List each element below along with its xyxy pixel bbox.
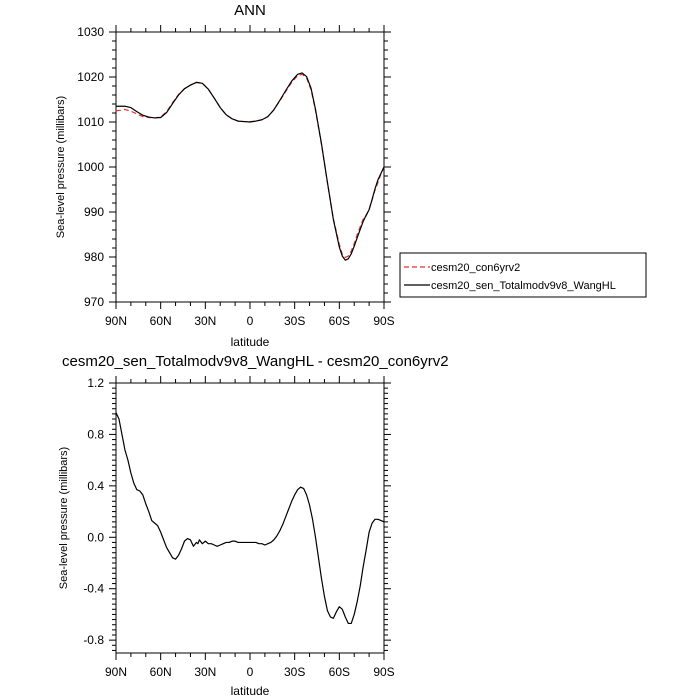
x-tick-label: 30N [194, 665, 216, 679]
top-series-lines [115, 72, 385, 261]
legend-label-series-1: cesm20_con6yrv2 [431, 262, 520, 274]
x-tick-label: 30S [284, 314, 305, 328]
top-plot-frame [115, 31, 385, 303]
x-tick-label: 90N [105, 665, 127, 679]
bottom-panel: cesm20_sen_Totalmodv9v8_WangHL - cesm20_… [58, 353, 449, 698]
y-tick-label: 1030 [77, 25, 104, 39]
bottom-x-tick-labels: 90N 60N 30N 0 30S 60S 90S [105, 665, 395, 679]
x-tick-label: 60S [329, 665, 350, 679]
legend-box [399, 252, 647, 298]
top-y-axis-label: Sea-level pressure (millibars) [55, 96, 67, 238]
bottom-panel-title: cesm20_sen_Totalmodv9v8_WangHL - cesm20_… [62, 353, 449, 370]
top-panel: ANN 90N 60N 30N 0 30S 60S 90S 970 980 990 1000 101… [55, 2, 395, 349]
top-x-axis-label: latitude [231, 335, 270, 349]
y-tick-label: 980 [84, 250, 104, 264]
x-tick-label: 30N [194, 314, 216, 328]
x-tick-label: 30S [284, 665, 305, 679]
series-line-2 [116, 72, 385, 261]
bottom-tick-marks [109, 376, 391, 660]
y-tick-label: 0.4 [87, 479, 104, 493]
y-tick-label: 0.8 [87, 427, 104, 441]
y-tick-label: 990 [84, 205, 104, 219]
x-tick-label: 0 [247, 314, 254, 328]
y-tick-label: 1010 [77, 115, 104, 129]
y-tick-label: 1020 [77, 70, 104, 84]
x-tick-label: 90S [373, 665, 394, 679]
y-tick-label: 1.2 [87, 376, 104, 390]
bottom-y-axis-label: Sea-level pressure (millibars) [58, 447, 70, 589]
x-tick-label: 90S [373, 314, 394, 328]
bottom-y-tick-labels: -0.8 -0.4 0.0 0.4 0.8 1.2 [83, 376, 104, 647]
top-panel-title: ANN [234, 2, 266, 19]
series-line-1 [115, 73, 385, 259]
legend: cesm20_con6yrv2 cesm20_sen_Totalmodv9v8_… [399, 252, 647, 298]
y-tick-label: 1000 [77, 160, 104, 174]
series-line-1 [115, 412, 385, 625]
y-tick-label: 970 [84, 295, 104, 309]
x-tick-label: 0 [247, 665, 254, 679]
top-x-tick-labels: 90N 60N 30N 0 30S 60S 90S [105, 314, 395, 328]
legend-label-series-2: cesm20_sen_Totalmodv9v8_WangHL [431, 280, 616, 292]
bottom-series-lines [115, 412, 385, 625]
x-tick-label: 90N [105, 314, 127, 328]
x-tick-label: 60N [150, 665, 172, 679]
x-tick-label: 60S [329, 314, 350, 328]
y-tick-label: -0.4 [83, 582, 104, 596]
y-tick-label: 0.0 [87, 530, 104, 544]
top-tick-marks [109, 25, 391, 309]
bottom-x-axis-label: latitude [231, 684, 270, 698]
x-tick-label: 60N [150, 314, 172, 328]
y-tick-label: -0.8 [83, 633, 104, 647]
top-y-tick-labels: 970 980 990 1000 1010 1020 1030 [77, 25, 104, 309]
